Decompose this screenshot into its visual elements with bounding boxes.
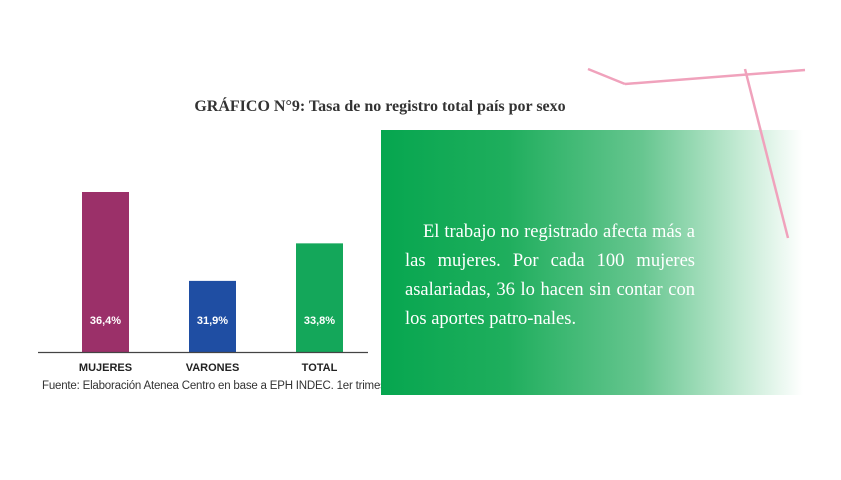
bar-chart: 36,4% 31,9% 33,8% MUJERES VARONES TOTAL [38, 192, 368, 374]
value-label: 33,8% [304, 315, 335, 327]
bars-group: 36,4% 31,9% 33,8% [82, 192, 343, 352]
value-label: 31,9% [197, 315, 228, 327]
decorative-lines [587, 67, 806, 239]
decorative-line [743, 68, 790, 239]
category-label: VARONES [186, 362, 240, 374]
chart-title: GRÁFICO N°9: Tasa de no registro total p… [194, 98, 566, 115]
category-label: TOTAL [302, 362, 338, 374]
category-label: MUJERES [79, 362, 132, 374]
highlight-panel: El trabajo no registrado afecta más a la… [381, 130, 803, 395]
bar-varones [189, 280, 236, 352]
chart-source: Fuente: Elaboración Atenea Centro en bas… [42, 380, 427, 392]
category-labels-group: MUJERES VARONES TOTAL [79, 362, 338, 374]
value-label: 36,4% [90, 315, 121, 327]
bar-total [296, 243, 343, 352]
bar-mujeres [82, 192, 129, 352]
highlight-text: El trabajo no registrado afecta más a la… [405, 222, 695, 329]
decorative-line [624, 68, 806, 86]
decorative-line [587, 67, 626, 86]
